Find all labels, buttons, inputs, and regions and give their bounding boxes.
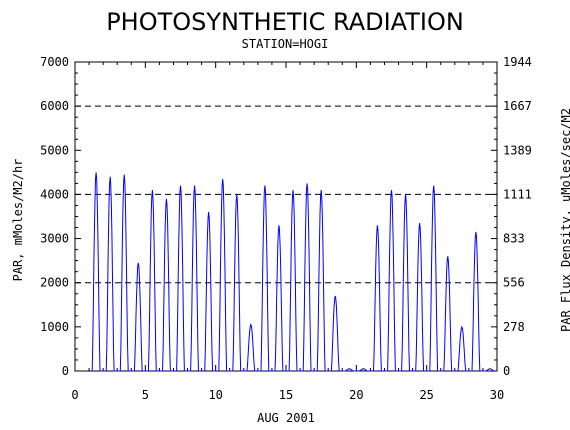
chart-subtitle: STATION=HOGI bbox=[242, 37, 329, 51]
x-tick-label: 15 bbox=[279, 388, 293, 402]
x-tick-label: 25 bbox=[419, 388, 433, 402]
y-tick-label: 4000 bbox=[40, 187, 69, 201]
y-tick-label: 3000 bbox=[40, 232, 69, 246]
x-tick-label: 5 bbox=[142, 388, 149, 402]
y2-tick-label: 556 bbox=[503, 276, 525, 290]
y-tick-label: 6000 bbox=[40, 99, 69, 113]
y2-tick-label: 1111 bbox=[503, 187, 532, 201]
y2-tick-label: 1667 bbox=[503, 99, 532, 113]
axis-ticks bbox=[74, 61, 498, 372]
x-tick-labels: 0 5 10 15 20 25 30 bbox=[71, 388, 504, 402]
y2-tick-label: 833 bbox=[503, 232, 525, 246]
gridlines bbox=[75, 105, 497, 284]
x-tick-label: 20 bbox=[349, 388, 363, 402]
y2-axis-label: PAR Flux Density, uMoles/sec/M2 bbox=[559, 108, 570, 332]
y2-tick-label: 0 bbox=[503, 364, 510, 378]
y2-tick-label: 1389 bbox=[503, 143, 532, 157]
x-tick-label: 10 bbox=[208, 388, 222, 402]
y-tick-label: 0 bbox=[62, 364, 69, 378]
y-tick-label: 1000 bbox=[40, 320, 69, 334]
x-axis-label: AUG 2001 bbox=[257, 411, 315, 425]
y-tick-label: 5000 bbox=[40, 143, 69, 157]
x-tick-label: 0 bbox=[71, 388, 78, 402]
y-tick-labels: 0 1000 2000 3000 4000 5000 6000 7000 bbox=[40, 55, 69, 378]
x-tick-label: 30 bbox=[490, 388, 504, 402]
y2-tick-labels: 0 278 556 833 1111 1389 1667 1944 bbox=[503, 55, 532, 378]
y2-tick-label: 1944 bbox=[503, 55, 532, 69]
y-axis-label: PAR, mMoles/M2/hr bbox=[11, 159, 25, 282]
y-tick-label: 2000 bbox=[40, 276, 69, 290]
y-tick-label: 7000 bbox=[40, 55, 69, 69]
plot-frame bbox=[74, 61, 498, 372]
par-series-line bbox=[91, 172, 495, 372]
series-layer bbox=[91, 172, 495, 372]
chart-title: PHOTOSYNTHETIC RADIATION bbox=[106, 8, 464, 36]
y2-tick-label: 278 bbox=[503, 320, 525, 334]
